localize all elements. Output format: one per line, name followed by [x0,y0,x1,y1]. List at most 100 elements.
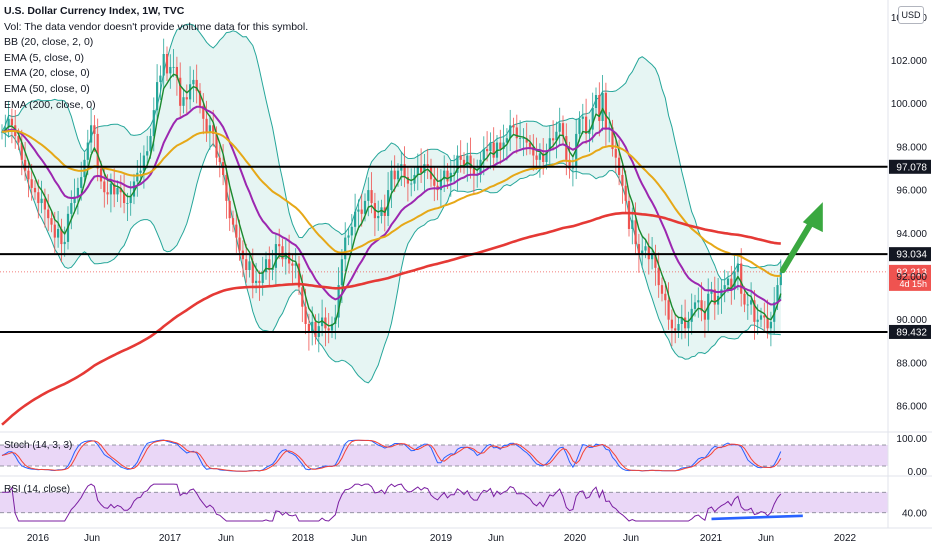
candle-body [96,133,99,169]
time-tick-label: 2021 [700,533,723,544]
candle-body [558,123,561,132]
candle-body [73,196,76,204]
candle-body [684,317,687,329]
osc-tick-label: 0.00 [908,467,928,478]
candle-body [703,311,706,320]
candle-body [776,285,779,303]
bb-upper-band [1,23,782,281]
candle-body [304,306,307,324]
candle-body [627,200,631,229]
time-axis: 2016 Jun 2017 Jun 2018 Jun 2019 Jun 2020 Jun 2021 J… [0,527,932,544]
countdown-label: 4d 15h [899,279,927,289]
legend-ema20[interactable]: EMA (20, close, 0) [4,67,90,80]
arrow-shaft [779,217,816,274]
candle-body [598,95,601,121]
rsi-label[interactable]: RSI (14, close) [4,484,71,495]
candle-body [307,324,310,333]
candle-body [459,155,462,160]
candle-body [30,179,33,188]
candle-body [660,285,664,294]
candle-body [37,192,40,204]
candle-body [426,164,429,167]
candle-body [208,125,211,132]
candle-body [700,300,703,312]
candle-body [753,300,756,322]
candle-body [472,168,475,175]
candle-body [50,218,53,225]
candle-body [512,125,515,128]
candle-body [591,108,594,130]
legend-ema50[interactable]: EMA (50, close, 0) [4,82,90,95]
candle-body [222,162,225,175]
candle-body [321,317,324,327]
candle-body [750,300,753,305]
candle-body [47,209,50,219]
time-tick-label: 2016 [27,533,50,544]
candle-body [687,321,690,329]
indicator-legend: U.S. Dollar Currency Index, 1W, TVC Vol:… [4,4,308,113]
volume-note: Vol: The data vendor doesn't provide vol… [4,20,309,33]
candle-body [525,138,528,143]
candle-body [443,170,446,180]
candle-body [126,203,129,204]
candle-body [255,280,258,283]
candle-body [297,263,301,288]
candle-body [202,105,205,119]
rsi-trendline [711,514,803,521]
candle-body [179,77,182,106]
candle-body [677,324,680,331]
candle-body [294,263,297,266]
candle-body [522,138,525,140]
candle-body [555,131,558,141]
candle-body [492,142,495,158]
candle-body [489,142,492,152]
candle-body [594,95,598,108]
symbol-title[interactable]: U.S. Dollar Currency Index, 1W, TVC [4,5,185,17]
price-tick-label: 92.000 [896,272,927,283]
candle-body [654,254,657,268]
candle-body [519,138,522,140]
candle-body [585,116,588,134]
candle-body [330,324,334,331]
candle-body [528,142,532,147]
time-tick-label: 2020 [564,533,587,544]
candle-body [139,170,142,173]
candle-body [169,66,172,74]
candle-body [453,172,456,174]
candle-body [370,190,373,204]
currency-badge[interactable]: USD [898,6,924,24]
candle-body [499,142,502,150]
candle-body [693,302,697,309]
candle-body [0,131,4,133]
candle-body [165,54,169,74]
legend-ema200[interactable]: EMA (200, close, 0) [4,98,96,111]
candle-body [565,136,568,160]
candle-body [20,142,23,160]
candle-body [218,157,221,162]
candle-body [70,203,73,214]
candle-body [766,317,769,329]
candle-body [509,125,512,139]
candle-body [769,321,772,329]
candle-body [690,308,693,322]
ema5-line [1,73,782,327]
candle-body [132,181,136,197]
legend-bb[interactable]: BB (20, close, 2, 0) [4,36,94,49]
candle-body [17,136,20,143]
candle-body [548,138,551,152]
candle-body [83,159,86,178]
level-tag-label: 89.432 [896,327,927,338]
candle-body [80,177,83,188]
legend-ema5[interactable]: EMA (5, close, 0) [4,51,84,64]
candle-body [40,198,43,204]
candle-body [146,151,149,156]
candle-body [367,190,370,201]
candle-body [552,138,555,141]
candle-body [538,153,541,160]
stoch-label[interactable]: Stoch (14, 3, 3) [4,440,73,451]
level-tag [889,247,931,262]
osc-band [0,492,888,513]
level-tag-label: 93.034 [896,250,927,261]
